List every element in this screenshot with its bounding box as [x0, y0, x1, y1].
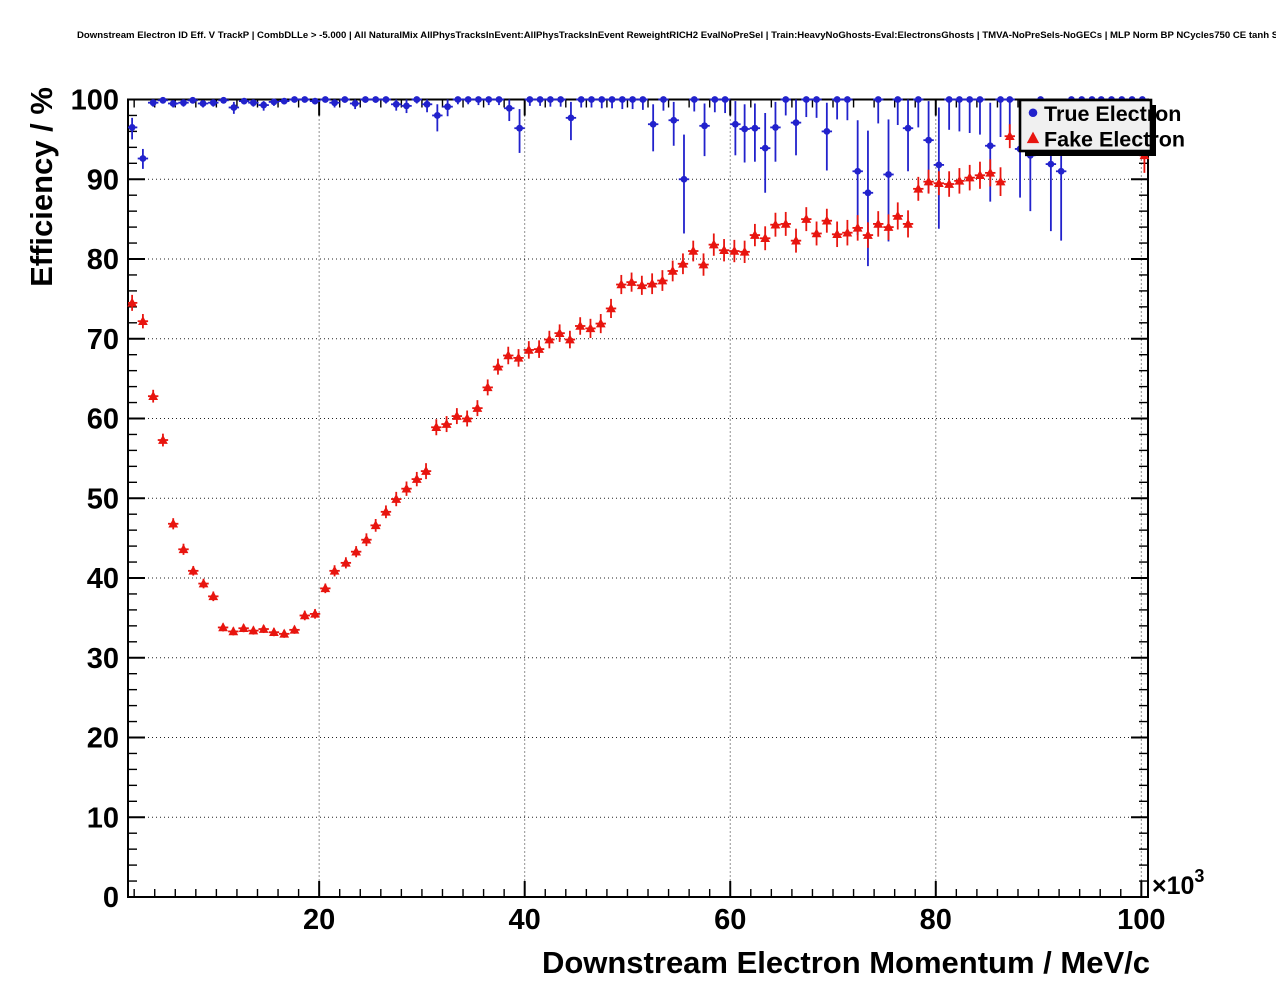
- plot-title: Downstream Electron ID Eff. V TrackP | C…: [77, 30, 1276, 41]
- svg-text:10: 10: [87, 802, 119, 834]
- y-axis-title: Efficiency / %: [24, 87, 59, 287]
- svg-text:60: 60: [87, 404, 119, 436]
- svg-text:20: 20: [303, 904, 335, 936]
- svg-text:20: 20: [87, 723, 119, 755]
- svg-text:60: 60: [714, 904, 746, 936]
- y-axis-labels: 0 10 20 30 40 50 60 70 80 90 100: [71, 85, 119, 915]
- svg-text:0: 0: [103, 882, 119, 914]
- gridlines: [128, 99, 1148, 897]
- legend-item-fake-electron: Fake Electron: [1026, 127, 1185, 151]
- svg-text:100: 100: [71, 85, 119, 117]
- legend-item-true-electron: True Electron: [1028, 102, 1181, 126]
- svg-text:40: 40: [87, 563, 119, 595]
- x-axis-title: Downstream Electron Momentum / MeV/c: [542, 945, 1150, 980]
- series-fake-electron: [127, 121, 1150, 638]
- svg-text:100: 100: [1117, 904, 1165, 936]
- svg-text:×103: ×103: [1152, 866, 1204, 900]
- svg-text:90: 90: [87, 164, 119, 196]
- svg-text:50: 50: [87, 483, 119, 515]
- legend-box: [1018, 98, 1153, 153]
- legend-label: True Electron: [1044, 102, 1181, 126]
- x-axis-labels: 20 40 60 80 100: [303, 904, 1165, 936]
- svg-text:80: 80: [87, 244, 119, 276]
- svg-text:70: 70: [87, 324, 119, 356]
- svg-text:30: 30: [87, 643, 119, 675]
- series-true-electron: [128, 96, 1148, 267]
- axis-ticks: [128, 98, 1148, 898]
- x-axis-exponent: ×103: [1152, 866, 1204, 900]
- svg-text:40: 40: [509, 904, 541, 936]
- legend-label: Fake Electron: [1044, 127, 1185, 151]
- svg-text:80: 80: [920, 904, 952, 936]
- plot-area: [128, 99, 1148, 897]
